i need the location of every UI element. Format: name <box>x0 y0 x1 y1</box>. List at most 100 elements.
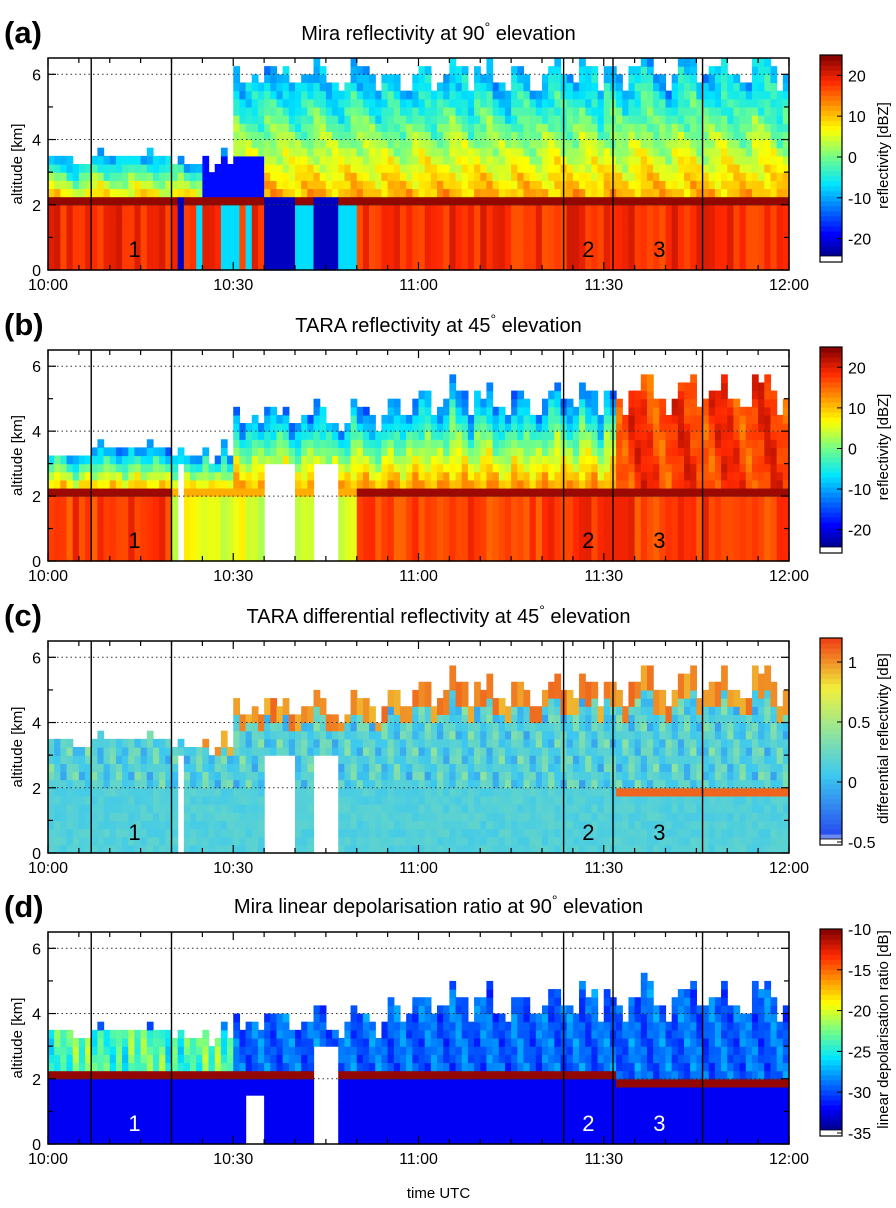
heatmap-cell <box>715 423 722 432</box>
heatmap-cell <box>381 246 388 255</box>
heatmap-cell <box>276 107 283 116</box>
heatmap-cell <box>301 115 308 124</box>
heatmap-cell <box>209 172 216 181</box>
heatmap-cell <box>523 545 530 554</box>
heatmap-cell <box>443 123 450 132</box>
case-label: 2 <box>582 237 594 262</box>
heatmap-cell <box>474 74 481 83</box>
heatmap-cell <box>758 391 765 400</box>
heatmap-cell <box>740 456 747 465</box>
heatmap-cell <box>351 229 358 238</box>
heatmap-cell <box>573 140 580 149</box>
heatmap-cell <box>770 520 777 529</box>
heatmap-cell <box>678 123 685 132</box>
heatmap-cell <box>672 464 679 473</box>
heatmap-cell <box>616 464 623 473</box>
heatmap-cell <box>307 221 314 230</box>
heatmap-cell <box>752 480 759 489</box>
heatmap-cell <box>474 180 481 189</box>
heatmap-cell <box>97 447 104 456</box>
heatmap-cell <box>647 391 654 400</box>
heatmap-cell <box>530 123 537 132</box>
heatmap-cell <box>307 480 314 489</box>
heatmap-cell <box>344 91 351 100</box>
heatmap-cell <box>511 140 518 149</box>
heatmap-cell <box>653 213 660 222</box>
heatmap-cell <box>536 537 543 546</box>
heatmap-cell <box>351 496 358 505</box>
heatmap-cell <box>276 188 283 197</box>
heatmap-cell <box>215 488 222 497</box>
heatmap-cell <box>141 229 148 238</box>
heatmap-cell <box>770 512 777 521</box>
heatmap-cell <box>246 156 253 165</box>
heatmap-cell <box>110 197 117 206</box>
heatmap-cell <box>486 382 493 391</box>
heatmap-cell <box>740 529 747 538</box>
heatmap-cell <box>579 58 586 67</box>
heatmap-cell <box>419 82 426 91</box>
heatmap-cell <box>554 431 561 440</box>
heatmap-cell <box>604 529 611 538</box>
heatmap-cell <box>647 188 654 197</box>
heatmap-cell <box>678 407 685 416</box>
heatmap-cell <box>758 246 765 255</box>
heatmap-cell <box>678 205 685 214</box>
heatmap-cell <box>604 172 611 181</box>
heatmap-cell <box>659 415 666 424</box>
heatmap-cell <box>628 164 635 173</box>
heatmap-cell <box>351 254 358 263</box>
heatmap-cell <box>573 107 580 116</box>
colorbar-cell <box>820 150 842 156</box>
heatmap-cell <box>721 74 728 83</box>
colorbar-tick-label: 10 <box>848 401 866 418</box>
heatmap-cell <box>622 188 629 197</box>
heatmap-cell <box>727 472 734 481</box>
heatmap-cell <box>97 504 104 513</box>
heatmap-cell <box>474 99 481 108</box>
heatmap-cell <box>110 520 117 529</box>
heatmap-cell <box>60 164 67 173</box>
heatmap-cell <box>752 180 759 189</box>
heatmap-cell <box>684 123 691 132</box>
heatmap-cell <box>709 140 716 149</box>
heatmap-cell <box>79 213 86 222</box>
heatmap-cell <box>486 115 493 124</box>
heatmap-cell <box>67 172 74 181</box>
heatmap-cell <box>79 464 86 473</box>
heatmap-cell <box>369 237 376 246</box>
heatmap-cell <box>598 512 605 521</box>
heatmap-cell <box>468 529 475 538</box>
heatmap-cell <box>709 148 716 157</box>
heatmap-cell <box>388 399 395 408</box>
heatmap-cell <box>511 131 518 140</box>
heatmap-cell <box>690 529 697 538</box>
heatmap-cell <box>351 156 358 165</box>
heatmap-cell <box>456 472 463 481</box>
heatmap-cell <box>283 456 290 465</box>
heatmap-cell <box>480 415 487 424</box>
heatmap-cell <box>375 504 382 513</box>
heatmap-cell <box>425 423 432 432</box>
heatmap-cell <box>134 488 141 497</box>
heatmap-cell <box>727 115 734 124</box>
heatmap-cell <box>480 246 487 255</box>
heatmap-cell <box>110 480 117 489</box>
heatmap-cell <box>517 180 524 189</box>
heatmap-cell <box>703 91 710 100</box>
heatmap-cell <box>172 197 179 206</box>
heatmap-cell <box>159 213 166 222</box>
heatmap-cell <box>567 237 574 246</box>
heatmap-cell <box>276 447 283 456</box>
heatmap-cell <box>672 221 679 230</box>
heatmap-cell <box>573 254 580 263</box>
heatmap-cell <box>647 399 654 408</box>
heatmap-cell <box>425 107 432 116</box>
heatmap-cell <box>97 237 104 246</box>
heatmap-cell <box>567 172 574 181</box>
heatmap-cell <box>406 123 413 132</box>
heatmap-cell <box>721 464 728 473</box>
heatmap-cell <box>67 164 74 173</box>
heatmap-cell <box>128 480 135 489</box>
heatmap-cell <box>567 131 574 140</box>
